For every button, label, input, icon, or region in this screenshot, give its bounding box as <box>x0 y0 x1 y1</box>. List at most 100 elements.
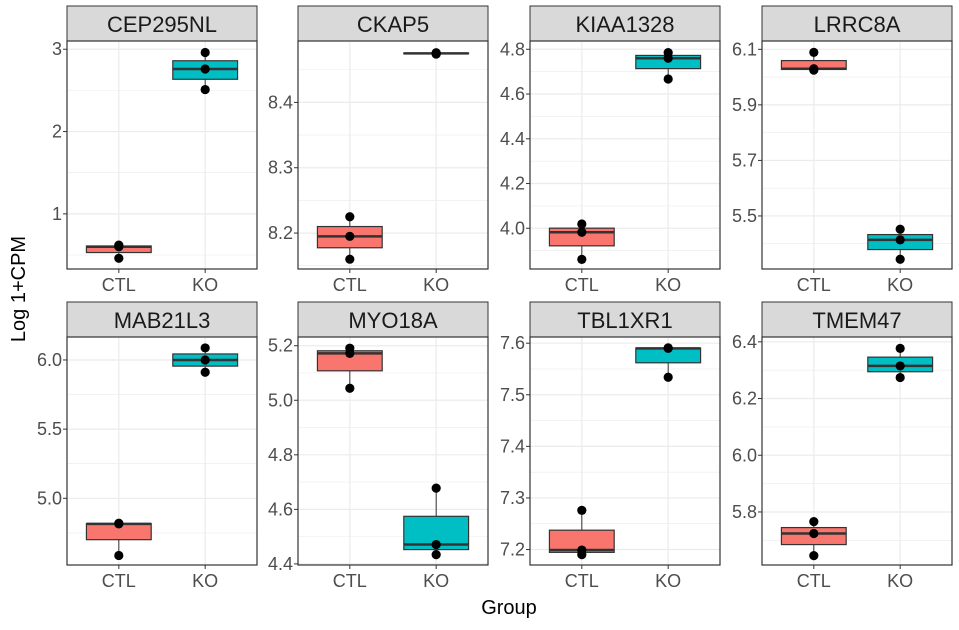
data-point <box>577 254 587 264</box>
y-tick-label: 7.6 <box>500 333 525 353</box>
y-tick-label: 3 <box>52 39 62 59</box>
data-point <box>809 64 819 74</box>
box-ko <box>403 48 470 59</box>
box-ko <box>635 343 702 382</box>
panel-background <box>530 337 720 565</box>
box-ko <box>867 224 934 264</box>
y-tick-label: 5.7 <box>732 150 757 170</box>
y-tick-label: 5.9 <box>732 95 757 115</box>
x-tick-label: KO <box>655 571 681 591</box>
y-tick-label: 6.0 <box>732 445 757 465</box>
facet-title: MAB21L3 <box>114 308 211 333</box>
data-point <box>895 224 905 234</box>
box-ko <box>172 343 239 377</box>
y-tick-label: 4.8 <box>500 39 525 59</box>
panel-border <box>761 336 953 566</box>
facet-title: TMEM47 <box>812 308 901 333</box>
x-tick-label: KO <box>192 571 218 591</box>
box-ko <box>635 48 702 84</box>
facet-strip <box>529 301 721 338</box>
data-point <box>200 84 210 95</box>
data-point <box>345 231 355 241</box>
x-tick-label: CTL <box>333 571 367 591</box>
y-tick-label: 7.3 <box>500 488 525 508</box>
data-point <box>431 550 441 560</box>
panel-border <box>529 40 721 270</box>
y-tick-label: 6.4 <box>732 332 757 352</box>
data-point <box>114 550 124 561</box>
x-tick-label: KO <box>887 571 913 591</box>
x-tick-label: CTL <box>797 275 831 295</box>
y-tick-label: 4.4 <box>268 554 293 574</box>
facet-myo18a: MYO18A 4.4 4.6 4.8 5.0 5.2 CTL KO <box>268 301 489 591</box>
data-point <box>809 47 819 57</box>
data-point <box>895 235 905 245</box>
x-tick-label: CTL <box>102 275 136 295</box>
data-point <box>577 545 587 555</box>
y-tick-label: 5.8 <box>732 502 757 522</box>
facet-title: TBL1XR1 <box>577 308 672 333</box>
data-point <box>114 518 124 528</box>
data-point <box>431 483 441 493</box>
y-tick-label: 7.5 <box>500 385 525 405</box>
box-ctl <box>316 343 383 393</box>
y-tick-label: 4.4 <box>500 129 525 149</box>
data-point <box>809 551 819 561</box>
box-ko <box>403 483 470 560</box>
box-ctl <box>780 517 847 561</box>
facet-strip <box>761 5 953 42</box>
y-tick-label: 4.2 <box>500 174 525 194</box>
box-ctl <box>548 219 615 264</box>
y-tick-label: 5.0 <box>268 390 293 410</box>
x-tick-label: KO <box>423 275 449 295</box>
panel-border <box>297 40 489 270</box>
data-point <box>345 343 355 353</box>
y-tick-label: 6.2 <box>732 389 757 409</box>
y-tick-label: 7.4 <box>500 436 525 456</box>
box-ko <box>172 47 239 95</box>
y-tick-label: 8.4 <box>268 92 293 112</box>
x-tick-label: CTL <box>102 571 136 591</box>
data-point <box>895 372 905 383</box>
panel-background <box>762 41 952 269</box>
data-point <box>663 74 673 84</box>
facet-title: CEP295NL <box>107 12 217 37</box>
y-tick-label: 5.5 <box>732 206 757 226</box>
data-point <box>431 48 441 58</box>
data-point <box>895 254 905 264</box>
data-point <box>663 343 673 353</box>
x-tick-label: KO <box>423 571 449 591</box>
data-point <box>345 254 355 264</box>
x-tick-label: CTL <box>797 571 831 591</box>
y-tick-label: 5.2 <box>268 336 293 356</box>
box-ko <box>867 343 934 383</box>
box-ctl <box>780 47 847 75</box>
facet-ckap5: CKAP5 8.2 8.3 8.4 CTL KO <box>268 5 489 295</box>
data-point <box>577 505 587 515</box>
x-tick-label: KO <box>192 275 218 295</box>
panel-border <box>66 336 258 566</box>
y-axis-title: Log 1+CPM <box>8 236 30 342</box>
y-tick-label: 4.6 <box>500 84 525 104</box>
panel-border <box>297 336 489 566</box>
facet-mab21l3: MAB21L3 5.0 5.5 6.0 CTL KO <box>37 301 258 591</box>
facet-strip <box>529 5 721 42</box>
facet-lrrc8a: LRRC8A 5.5 5.7 5.9 6.1 CTL KO <box>732 5 953 295</box>
data-point <box>200 355 210 365</box>
facet-strip <box>66 301 258 338</box>
facet-title: LRRC8A <box>814 12 901 37</box>
panel-border <box>66 40 258 270</box>
data-point <box>114 240 124 250</box>
data-point <box>895 361 905 371</box>
y-tick-label: 7.2 <box>500 540 525 560</box>
y-tick-label: 2 <box>52 122 62 142</box>
box-ctl <box>316 212 383 264</box>
x-tick-label: CTL <box>565 275 599 295</box>
facet-tmem47: TMEM47 5.8 6.0 6.2 6.4 CTL KO <box>732 301 953 591</box>
data-point <box>345 383 355 393</box>
x-tick-label: CTL <box>333 275 367 295</box>
data-point <box>200 47 210 58</box>
y-tick-label: 4.6 <box>268 499 293 519</box>
panel-border <box>529 336 721 566</box>
facet-title: MYO18A <box>348 308 438 333</box>
